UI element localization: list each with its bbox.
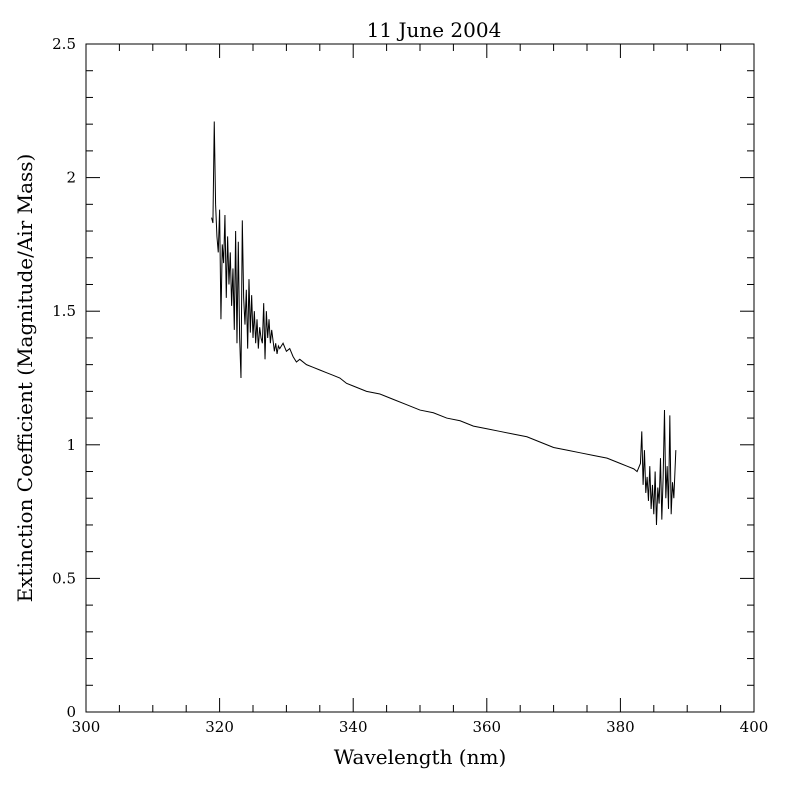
y-tick-label: 1 (66, 436, 76, 454)
x-axis-label: Wavelength (nm) (334, 745, 507, 769)
x-tick-label: 320 (205, 718, 234, 736)
x-tick-label: 400 (740, 718, 769, 736)
plot-frame (85, 43, 755, 713)
y-tick-label: 0.5 (52, 569, 76, 587)
y-axis-label: Extinction Coefficient (Magnitude/Air Ma… (13, 154, 37, 603)
x-tick-label: 380 (606, 718, 635, 736)
y-tick-label: 2 (66, 169, 76, 187)
x-tick-label: 300 (72, 718, 101, 736)
y-tick-label: 0 (66, 703, 76, 721)
extinction-series-line (211, 121, 677, 525)
y-tick-label: 2.5 (52, 35, 76, 53)
x-tick-label: 360 (472, 718, 501, 736)
axis-ticks (85, 43, 755, 713)
chart-title: 11 June 2004 (367, 18, 502, 42)
y-tick-label: 1.5 (52, 302, 76, 320)
tick-labels: 300 320 340 360 380 400 0 0.5 1 1.5 2 2.5 (52, 35, 768, 736)
x-tick-label: 340 (339, 718, 368, 736)
